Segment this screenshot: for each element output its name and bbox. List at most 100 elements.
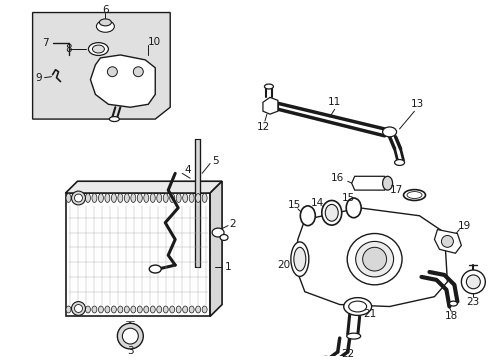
- Ellipse shape: [406, 192, 421, 198]
- Circle shape: [461, 270, 484, 294]
- Ellipse shape: [202, 194, 207, 202]
- Ellipse shape: [149, 265, 161, 273]
- Text: 3: 3: [127, 346, 133, 356]
- Text: 10: 10: [147, 37, 161, 47]
- Ellipse shape: [143, 194, 148, 202]
- Ellipse shape: [111, 306, 116, 313]
- Text: 9: 9: [35, 73, 42, 83]
- Ellipse shape: [264, 84, 273, 89]
- Ellipse shape: [109, 117, 119, 122]
- Ellipse shape: [99, 19, 111, 26]
- Circle shape: [122, 328, 138, 344]
- Ellipse shape: [118, 306, 122, 313]
- Ellipse shape: [105, 306, 110, 313]
- Ellipse shape: [169, 194, 174, 202]
- Text: 14: 14: [310, 198, 324, 208]
- Ellipse shape: [290, 242, 308, 276]
- Text: 23: 23: [466, 297, 479, 307]
- Text: 17: 17: [389, 185, 403, 195]
- Ellipse shape: [105, 194, 110, 202]
- Polygon shape: [195, 139, 200, 267]
- Text: 8: 8: [65, 44, 72, 54]
- Circle shape: [107, 67, 117, 77]
- Ellipse shape: [79, 306, 84, 313]
- Polygon shape: [65, 181, 222, 193]
- Text: 12: 12: [256, 122, 269, 132]
- Circle shape: [466, 275, 479, 289]
- Ellipse shape: [66, 194, 71, 202]
- Ellipse shape: [195, 306, 200, 313]
- Polygon shape: [65, 193, 210, 316]
- Ellipse shape: [92, 194, 97, 202]
- Ellipse shape: [131, 306, 136, 313]
- Ellipse shape: [293, 247, 305, 271]
- Ellipse shape: [346, 234, 401, 285]
- Ellipse shape: [72, 194, 77, 202]
- Polygon shape: [294, 208, 447, 306]
- Ellipse shape: [88, 42, 108, 55]
- Text: 21: 21: [362, 309, 375, 319]
- Ellipse shape: [157, 194, 162, 202]
- Text: 5: 5: [211, 157, 218, 166]
- Text: 15: 15: [287, 200, 301, 210]
- Text: 13: 13: [410, 99, 423, 109]
- Circle shape: [362, 247, 386, 271]
- Ellipse shape: [348, 301, 366, 312]
- Ellipse shape: [96, 21, 114, 32]
- Ellipse shape: [131, 194, 136, 202]
- Circle shape: [71, 191, 85, 205]
- Ellipse shape: [212, 228, 224, 237]
- Text: 2: 2: [229, 219, 236, 229]
- Ellipse shape: [150, 306, 155, 313]
- Ellipse shape: [169, 306, 174, 313]
- Ellipse shape: [176, 306, 181, 313]
- Ellipse shape: [157, 306, 162, 313]
- Ellipse shape: [98, 306, 103, 313]
- Ellipse shape: [72, 306, 77, 313]
- Ellipse shape: [321, 201, 341, 225]
- Text: 19: 19: [457, 221, 470, 231]
- Ellipse shape: [150, 194, 155, 202]
- Ellipse shape: [394, 159, 404, 166]
- Ellipse shape: [176, 194, 181, 202]
- Ellipse shape: [382, 127, 396, 137]
- Text: 16: 16: [330, 173, 344, 183]
- Ellipse shape: [118, 194, 122, 202]
- Ellipse shape: [220, 234, 227, 240]
- Ellipse shape: [300, 206, 315, 226]
- Ellipse shape: [66, 306, 71, 313]
- Ellipse shape: [183, 194, 187, 202]
- Ellipse shape: [124, 194, 129, 202]
- Circle shape: [71, 302, 85, 315]
- Ellipse shape: [382, 176, 392, 190]
- Text: 11: 11: [327, 97, 341, 107]
- Circle shape: [441, 235, 452, 247]
- Ellipse shape: [189, 194, 194, 202]
- Ellipse shape: [163, 194, 168, 202]
- Ellipse shape: [403, 190, 425, 201]
- Ellipse shape: [195, 194, 200, 202]
- Ellipse shape: [346, 333, 360, 339]
- Circle shape: [117, 323, 143, 349]
- Polygon shape: [90, 55, 155, 107]
- Polygon shape: [210, 181, 222, 316]
- Text: 20: 20: [277, 260, 290, 270]
- Polygon shape: [433, 230, 461, 253]
- Ellipse shape: [92, 45, 104, 53]
- Ellipse shape: [448, 301, 456, 306]
- Circle shape: [74, 305, 82, 312]
- Ellipse shape: [346, 198, 361, 218]
- Text: 15: 15: [342, 193, 355, 203]
- Polygon shape: [351, 176, 387, 190]
- Ellipse shape: [85, 194, 90, 202]
- Text: 1: 1: [224, 262, 231, 272]
- Polygon shape: [263, 97, 277, 114]
- Ellipse shape: [343, 298, 371, 315]
- Ellipse shape: [137, 194, 142, 202]
- Text: 4: 4: [184, 165, 191, 175]
- Polygon shape: [33, 13, 170, 119]
- Ellipse shape: [124, 306, 129, 313]
- Text: 6: 6: [102, 5, 108, 14]
- Ellipse shape: [183, 306, 187, 313]
- Ellipse shape: [98, 194, 103, 202]
